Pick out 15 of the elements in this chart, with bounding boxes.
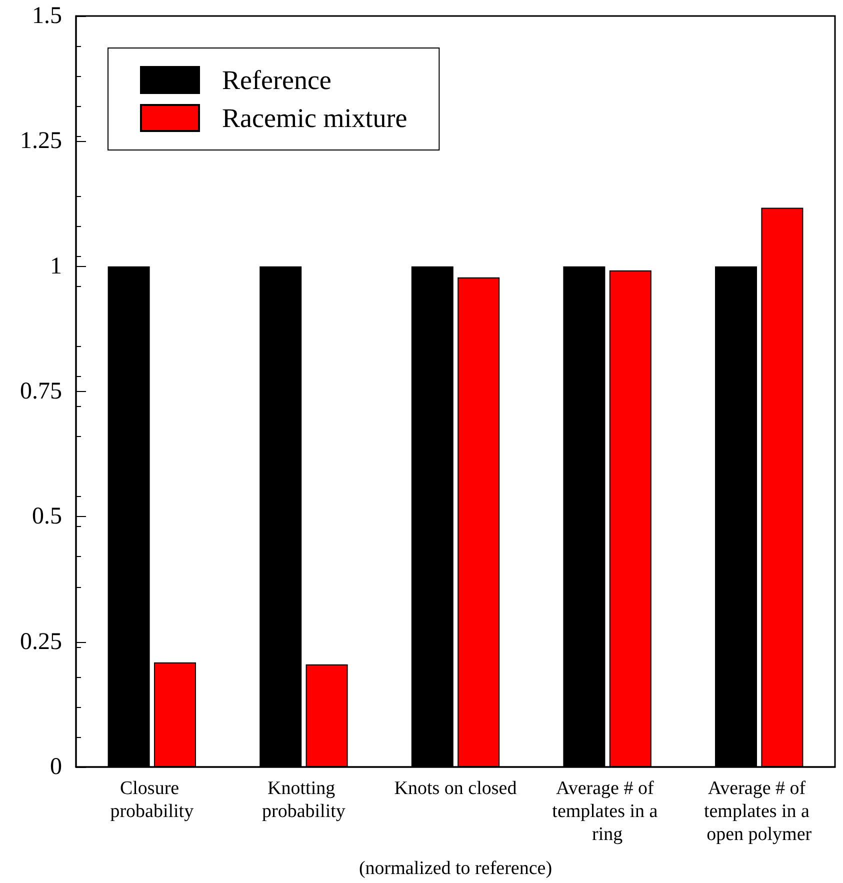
y-tick-label: 1.25: [20, 128, 62, 154]
y-tick-label: 0.75: [20, 378, 62, 404]
y-tick-label: 1.5: [32, 3, 62, 29]
y-tick-label: 1: [50, 253, 62, 280]
y-tick-label: 0: [50, 754, 62, 780]
x-axis-title: (normalized to reference): [358, 858, 552, 879]
x-tick-label: Knots on closed: [394, 778, 518, 799]
x-tick-label: Closure probability: [110, 778, 194, 822]
legend-label: Racemic mixture: [222, 103, 408, 133]
y-tick-label: 0.25: [20, 628, 62, 655]
legend-label: Reference: [222, 65, 332, 95]
x-tick-label: Average # of templates in a open polymer: [704, 778, 814, 845]
y-tick-label: 0.5: [32, 504, 62, 530]
x-tick-label: Knotting probability: [262, 778, 346, 822]
x-tick-label: Average # of templates in a ring: [552, 778, 662, 845]
